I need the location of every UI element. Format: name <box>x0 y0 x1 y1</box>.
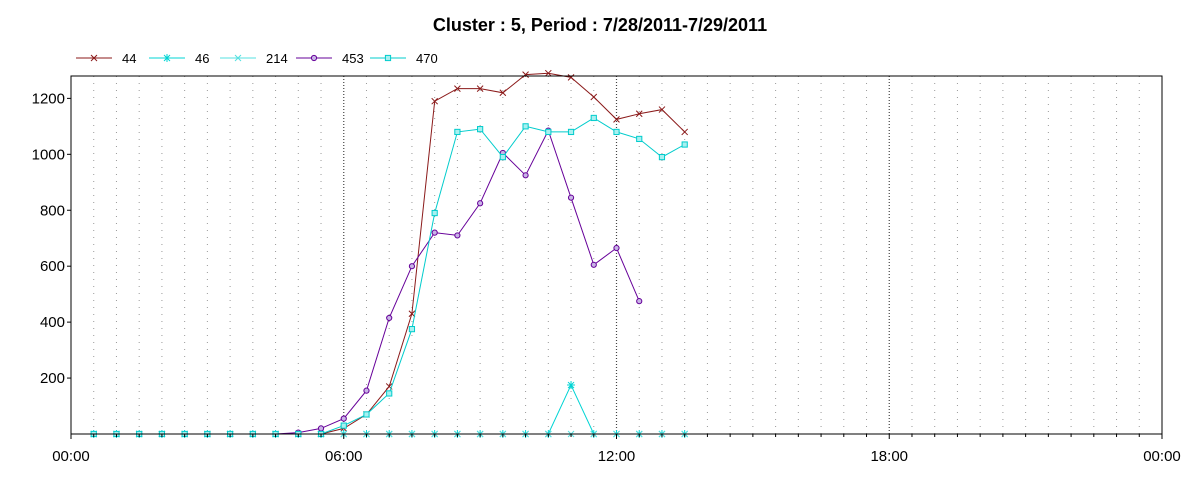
data-point <box>340 415 347 422</box>
legend-label: 470 <box>416 51 438 66</box>
legend-marker <box>384 54 392 62</box>
x-tick-label: 00:00 <box>52 448 90 465</box>
data-point <box>681 128 689 136</box>
x-tick-label: 06:00 <box>325 448 363 465</box>
data-point <box>522 123 529 130</box>
data-point <box>363 411 370 418</box>
data-point <box>363 387 370 394</box>
data-point <box>635 110 643 118</box>
data-point <box>408 310 416 318</box>
y-tick-label: 1000 <box>32 146 65 163</box>
legend-label: 214 <box>266 51 288 66</box>
chart-title: Cluster : 5, Period : 7/28/2011-7/29/201… <box>433 15 767 35</box>
data-point <box>431 209 438 217</box>
legend-label: 453 <box>342 51 364 66</box>
legend: 44 46 214 453 470 <box>76 51 438 66</box>
data-point <box>544 69 552 77</box>
data-point <box>431 229 438 236</box>
data-point <box>454 128 461 136</box>
legend-entry-46: 46 <box>149 51 209 66</box>
x-tick-label: 00:00 <box>1143 448 1181 465</box>
data-point <box>477 200 484 207</box>
legend-marker <box>310 54 318 62</box>
y-tick-label: 800 <box>40 202 65 219</box>
data-point <box>590 114 597 122</box>
data-point <box>408 263 416 270</box>
axis-ticks <box>67 97 1163 439</box>
y-tick-labels: 200 400 600 800 1000 1200 <box>32 90 65 387</box>
data-point <box>590 261 597 268</box>
legend-marker <box>90 54 98 62</box>
series-46 <box>89 381 689 438</box>
data-point <box>408 326 416 333</box>
legend-entry-470: 470 <box>370 51 438 66</box>
data-point <box>454 85 461 92</box>
legend-label: 46 <box>195 51 209 66</box>
y-tick-label: 200 <box>40 370 65 387</box>
legend-label: 44 <box>122 51 136 66</box>
legend-entry-44: 44 <box>76 51 136 66</box>
series-470 <box>90 114 688 438</box>
data-point <box>567 381 576 390</box>
data-point <box>386 390 393 397</box>
legend-marker <box>163 54 171 62</box>
data-point <box>317 425 325 432</box>
data-point <box>636 135 643 143</box>
data-point <box>545 128 552 136</box>
x-tick-labels: 00:00 06:00 12:00 18:00 00:00 <box>52 448 1181 465</box>
data-point <box>658 154 666 161</box>
data-point <box>613 128 620 136</box>
legend-entry-214: 214 <box>220 51 288 66</box>
data-point <box>681 141 688 148</box>
data-point <box>567 74 575 81</box>
data-point <box>476 85 484 92</box>
data-point <box>522 71 529 78</box>
x-tick-label: 18:00 <box>870 448 908 465</box>
series-line-44 <box>93 72 686 435</box>
data-point <box>340 422 347 429</box>
data-point <box>636 298 643 305</box>
data-point <box>386 314 393 322</box>
legend-entry-453: 453 <box>296 51 364 66</box>
data-point <box>590 93 598 101</box>
data-point <box>431 97 439 105</box>
data-point <box>567 194 575 201</box>
x-tick-label: 12:00 <box>598 448 636 465</box>
legend-marker <box>234 54 242 62</box>
data-point <box>613 244 620 252</box>
y-tick-label: 600 <box>40 258 65 275</box>
data-point <box>658 106 666 113</box>
data-point <box>454 232 461 239</box>
data-point <box>567 128 575 136</box>
data-point <box>499 89 507 97</box>
data-point <box>499 154 506 161</box>
data-point <box>522 172 529 179</box>
data-point <box>613 115 620 123</box>
y-tick-label: 400 <box>40 314 65 331</box>
data-point <box>477 126 484 133</box>
y-tick-label: 1200 <box>32 90 65 107</box>
